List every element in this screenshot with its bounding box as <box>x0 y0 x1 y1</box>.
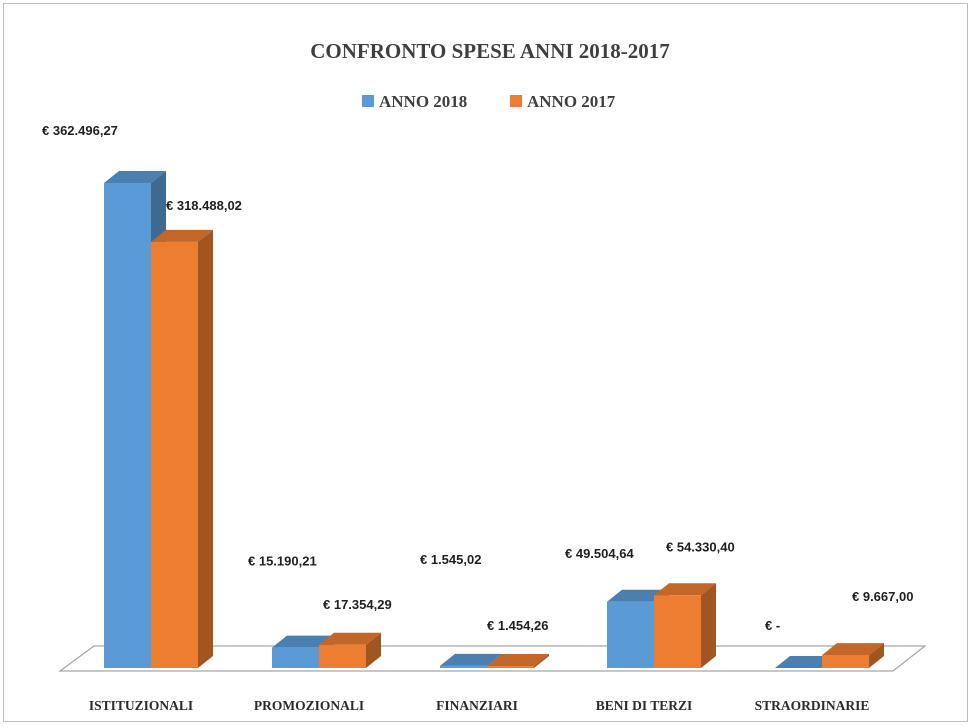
data-label-2017-0: € 318.488,02 <box>166 198 242 213</box>
legend: ANNO 2018 ANNO 2017 <box>362 92 616 111</box>
bar-top <box>151 229 213 242</box>
bar-front <box>104 183 151 668</box>
legend-swatch-2017 <box>510 95 522 107</box>
data-labels-group: € 362.496,27 € 318.488,02 € 15.190,21 € 17.… <box>42 123 913 633</box>
bar-2017-4 <box>822 643 884 668</box>
bar-2017-1 <box>319 632 381 668</box>
category-label-2: FINANZIARI <box>436 698 518 713</box>
chart-title: CONFRONTO SPESE ANNI 2018-2017 <box>310 39 670 63</box>
data-label-2018-3: € 49.504,64 <box>565 546 634 561</box>
bar-front <box>654 595 701 668</box>
data-label-2017-3: € 54.330,40 <box>666 539 735 554</box>
bar-side <box>366 632 381 668</box>
bar-side <box>869 643 884 668</box>
bar-top <box>440 653 502 666</box>
bar-front <box>440 665 487 668</box>
bar-front <box>607 601 654 668</box>
bar-front <box>151 241 198 668</box>
bar-front <box>822 655 869 668</box>
bar-side <box>534 654 549 668</box>
bar-2017-3 <box>654 583 716 668</box>
data-label-2017-2: € 1.454,26 <box>487 618 548 633</box>
bars-group <box>104 171 884 668</box>
data-label-2017-4: € 9.667,00 <box>852 589 913 604</box>
bar-front <box>272 647 319 668</box>
data-label-2018-4: € - <box>765 618 780 633</box>
legend-label-2018: ANNO 2018 <box>379 92 467 111</box>
bar-2017-0 <box>151 229 213 668</box>
bar-top <box>822 643 884 656</box>
data-label-2018-1: € 15.190,21 <box>248 554 317 569</box>
bar-side <box>198 229 213 668</box>
category-label-1: PROMOZIONALI <box>254 698 364 713</box>
legend-label-2017: ANNO 2017 <box>527 92 616 111</box>
bar-top <box>654 583 716 596</box>
bar-top <box>104 171 166 183</box>
category-label-0: ISTITUZIONALI <box>89 698 193 713</box>
bar-top <box>607 589 669 602</box>
bar-top <box>272 635 334 648</box>
bar-top <box>775 656 837 668</box>
bar-top <box>487 654 549 667</box>
category-label-4: STRAORDINARIE <box>755 698 870 713</box>
bar-top <box>319 632 381 645</box>
bar-front <box>487 666 534 668</box>
data-label-2017-1: € 17.354,29 <box>323 597 392 612</box>
legend-swatch-2018 <box>362 95 374 107</box>
data-label-2018-0: € 362.496,27 <box>42 123 118 138</box>
bar-front <box>319 644 366 668</box>
bar-2017-2 <box>487 654 549 668</box>
category-labels-group: ISTITUZIONALI PROMOZIONALI FINANZIARI BENI … <box>89 698 870 713</box>
bar-side <box>701 583 716 668</box>
data-label-2018-2: € 1.545,02 <box>420 552 481 567</box>
category-label-3: BENI DI TERZI <box>596 698 693 713</box>
bar-2018-4 <box>775 656 837 668</box>
